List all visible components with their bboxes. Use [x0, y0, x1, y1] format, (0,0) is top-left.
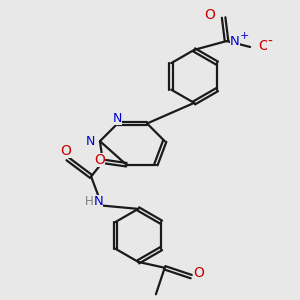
- Text: O: O: [94, 153, 105, 167]
- Text: O: O: [258, 39, 269, 53]
- Text: N: N: [113, 112, 122, 125]
- Text: O: O: [193, 266, 204, 280]
- Text: H: H: [84, 195, 93, 208]
- Text: O: O: [61, 144, 71, 158]
- Text: N: N: [94, 195, 103, 208]
- Text: O: O: [205, 8, 215, 22]
- Text: +: +: [240, 31, 249, 41]
- Text: N: N: [230, 34, 240, 48]
- Text: N: N: [85, 135, 94, 148]
- Text: -: -: [267, 34, 272, 49]
